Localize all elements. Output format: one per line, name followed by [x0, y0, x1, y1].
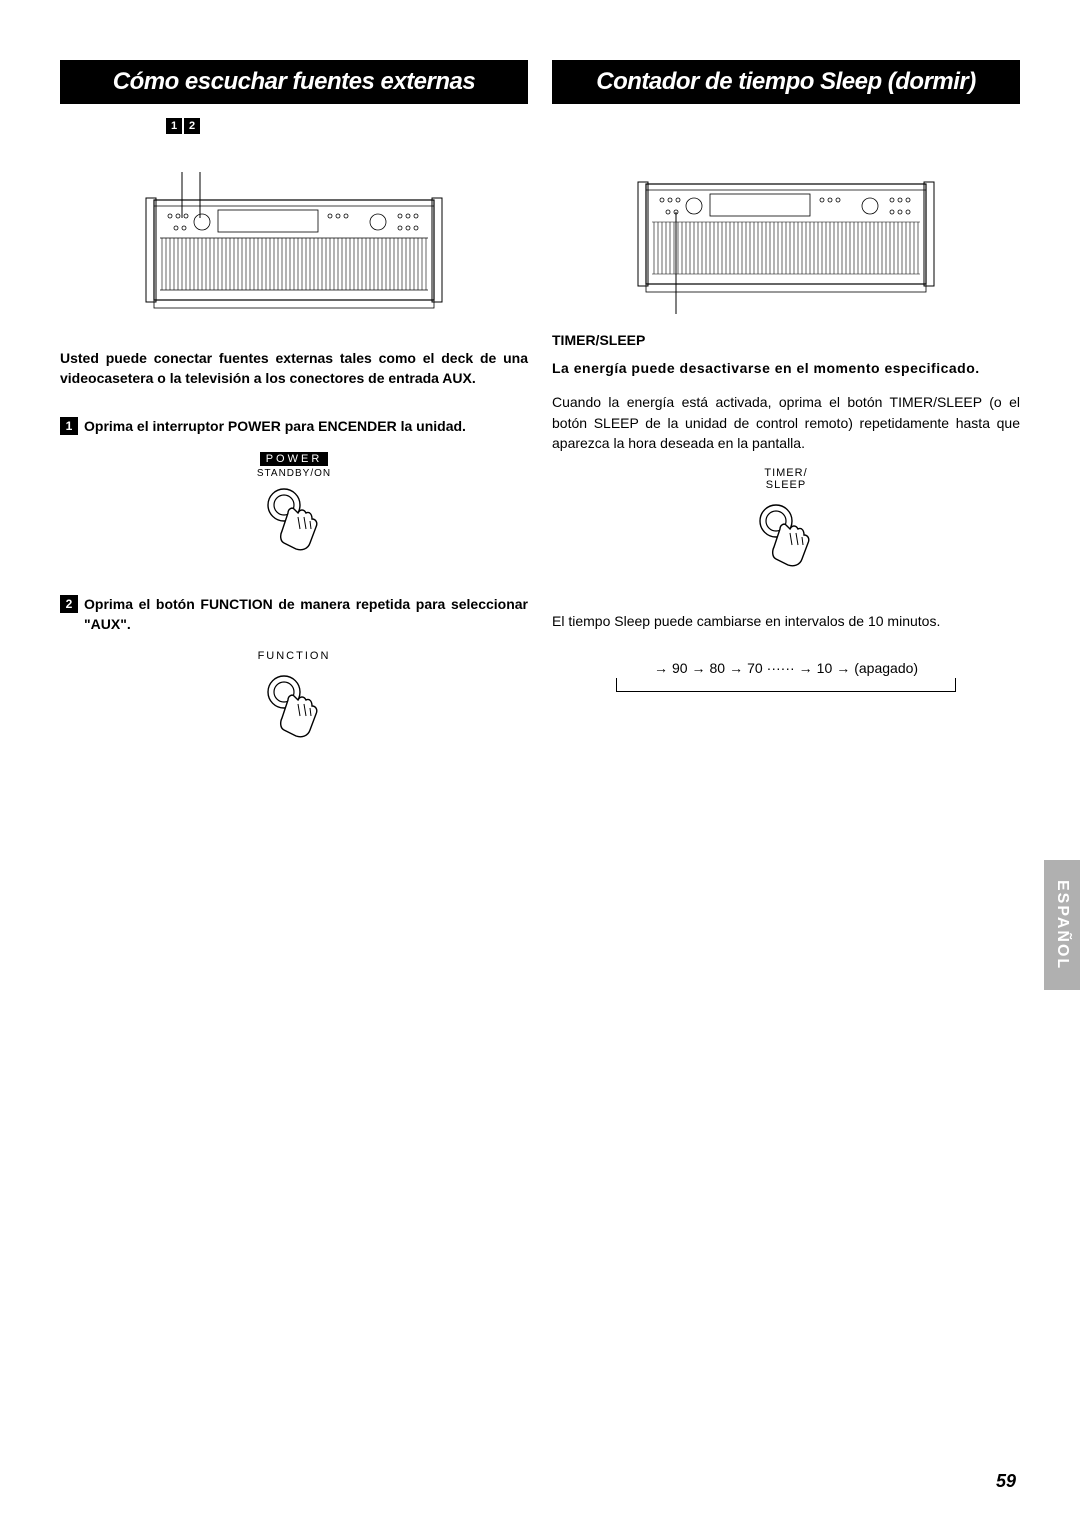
bold-intro: La energía puede desactivarse en el mome… [552, 358, 1020, 378]
interval-80: 80 [710, 660, 726, 676]
timer-sleep-heading: TIMER/SLEEP [552, 332, 1020, 348]
body2: El tiempo Sleep puede cambiarse en inter… [552, 611, 1020, 631]
right-title: Contador de tiempo Sleep (dormir) [552, 60, 1020, 104]
interval-10: 10 [817, 660, 833, 676]
callout-badge-1: 1 [166, 118, 182, 134]
press-hand-icon [746, 495, 826, 575]
arrow-icon: → [799, 660, 813, 676]
timer-label-2: SLEEP [764, 479, 807, 491]
left-title: Cómo escuchar fuentes externas [60, 60, 528, 104]
device-illustration-left [144, 140, 444, 320]
step-2-badge: 2 [60, 595, 78, 613]
step-1: 1 Oprima el interruptor POWER para ENCEN… [60, 417, 528, 437]
timer-label-1: TIMER/ [764, 467, 807, 479]
left-column: Cómo escuchar fuentes externas 1 2 [60, 60, 528, 782]
right-column: Contador de tiempo Sleep (dormir) [552, 60, 1020, 782]
interval-diagram: → 90 → 80 → 70 ······ → 10 → (apagado) [616, 660, 956, 692]
language-tab: ESPAÑOL [1044, 860, 1080, 990]
step-2: 2 Oprima el botón FUNCTION de manera rep… [60, 595, 528, 634]
callout-badge-2: 2 [184, 118, 200, 134]
arrow-icon: → [692, 660, 706, 676]
function-label: FUNCTION [258, 650, 331, 662]
body1: Cuando la energía está activada, oprima … [552, 392, 1020, 453]
press-hand-icon [254, 479, 334, 559]
arrow-icon: → [654, 660, 668, 676]
page-number: 59 [996, 1471, 1016, 1492]
timer-sleep-button-diagram: TIMER/ SLEEP [552, 467, 1020, 575]
interval-90: 90 [672, 660, 688, 676]
arrow-icon: → [729, 660, 743, 676]
function-button-diagram: FUNCTION [60, 650, 528, 746]
step-2-text: Oprima el botón FUNCTION de manera repet… [84, 595, 528, 634]
interval-70: 70 [747, 660, 763, 676]
step-1-badge: 1 [60, 417, 78, 435]
step-1-text: Oprima el interruptor POWER para ENCENDE… [84, 417, 528, 437]
interval-dots: ······ [767, 660, 795, 676]
press-hand-icon [254, 666, 334, 746]
arrow-icon: → [836, 660, 850, 676]
device-illustration-right [636, 164, 936, 324]
power-button-diagram: POWER STANDBY/ON [60, 452, 528, 559]
interval-off: (apagado) [854, 660, 918, 676]
intro-text: Usted puede conectar fuentes externas ta… [60, 348, 528, 389]
power-label: POWER [260, 452, 329, 466]
power-sublabel: STANDBY/ON [257, 468, 331, 479]
